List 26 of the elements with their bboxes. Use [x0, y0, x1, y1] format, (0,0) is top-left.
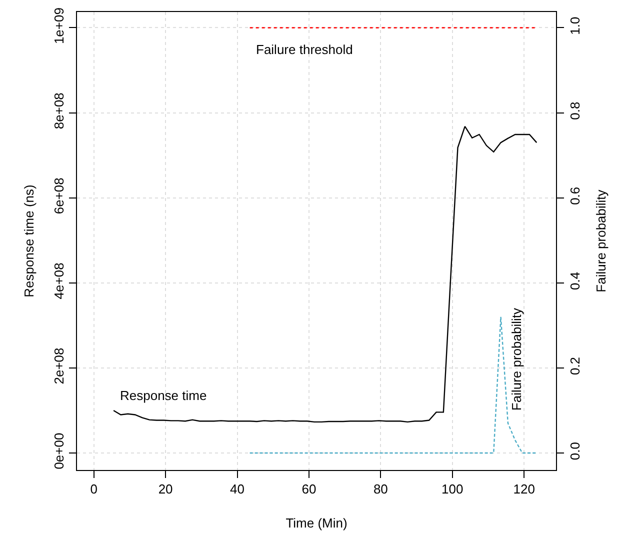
- y2-tick-label: 0.4: [568, 272, 583, 290]
- y-tick-label: 2e+08: [52, 348, 67, 384]
- x-tick-label: 80: [373, 482, 388, 497]
- y-tick-label: 4e+08: [52, 262, 67, 300]
- x-axis-title: Time (Min): [286, 515, 348, 530]
- y-tick-label: 1e+09: [52, 8, 67, 44]
- x-tick-label: 40: [230, 482, 244, 497]
- series-label: Failure threshold: [256, 42, 353, 57]
- x-tick-label: 60: [302, 482, 316, 497]
- y2-tick-label: 0.2: [568, 356, 583, 376]
- x-tick-label: 120: [513, 482, 535, 497]
- x-tick-label: 20: [158, 482, 173, 497]
- y-tick-label: 6e+08: [52, 178, 67, 214]
- x-tick-label: 0: [90, 482, 98, 497]
- y2-tick-label: 0.6: [568, 186, 583, 205]
- line-series: [112, 126, 538, 423]
- y-tick-label: 0e+00: [52, 432, 67, 470]
- y2-tick-label: 0.8: [568, 102, 583, 120]
- y-axis-title: Response time (ns): [22, 184, 37, 298]
- y-tick-label: 8e+08: [52, 92, 67, 130]
- y2-tick-label: 1.0: [568, 16, 583, 35]
- series-label: Response time: [120, 388, 207, 403]
- text: Failure probability: [509, 307, 524, 411]
- y2-tick-label: 0.0: [568, 442, 583, 460]
- y2-axis-title: Failure probability: [593, 189, 608, 292]
- x-tick-label: 100: [442, 482, 464, 497]
